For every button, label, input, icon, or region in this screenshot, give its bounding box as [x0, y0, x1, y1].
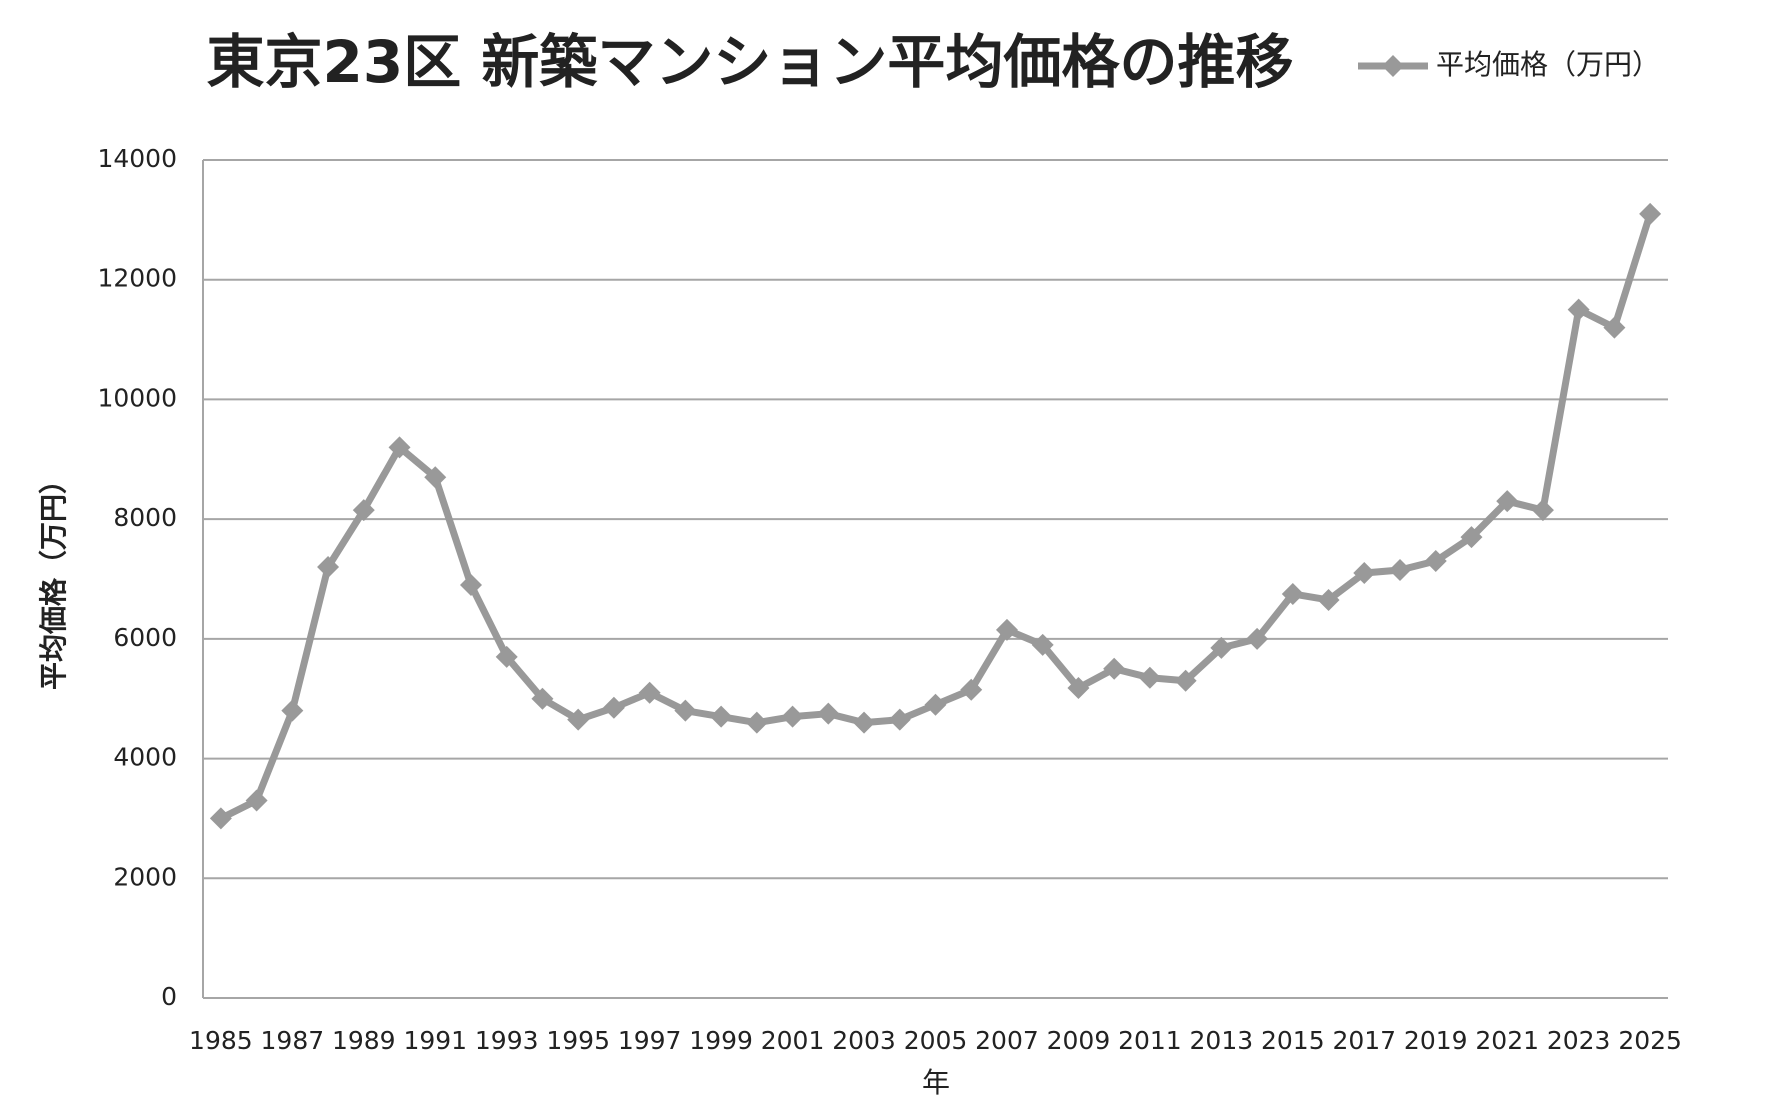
x-tick-label: 2009 — [1047, 1026, 1111, 1055]
point-marker — [1031, 633, 1054, 656]
point-marker — [745, 711, 768, 734]
x-tick-label: 2025 — [1618, 1026, 1682, 1055]
y-tick-label: 2000 — [113, 862, 177, 891]
x-axis-title: 年 — [922, 1066, 950, 1099]
y-tick-label: 10000 — [97, 383, 177, 412]
x-tick-label: 1997 — [618, 1026, 682, 1055]
point-marker — [567, 708, 590, 731]
legend-marker — [1382, 55, 1404, 77]
x-tick-label: 1999 — [689, 1026, 753, 1055]
point-marker — [459, 573, 482, 596]
point-marker — [1317, 588, 1340, 611]
point-marker — [602, 696, 625, 719]
point-marker — [495, 645, 518, 668]
x-tick-label: 2011 — [1118, 1026, 1182, 1055]
point-marker — [1460, 526, 1483, 549]
x-tick-label: 1987 — [261, 1026, 325, 1055]
point-marker — [995, 618, 1018, 641]
point-marker — [1174, 669, 1197, 692]
point-marker — [924, 693, 947, 716]
x-tick-label: 1995 — [546, 1026, 610, 1055]
x-tick-label: 2001 — [761, 1026, 825, 1055]
point-marker — [1067, 676, 1090, 699]
x-tick-label: 2013 — [1190, 1026, 1254, 1055]
point-marker — [960, 678, 983, 701]
point-marker — [281, 699, 304, 722]
y-tick-label: 4000 — [113, 743, 177, 772]
point-marker — [1567, 298, 1590, 321]
x-tick-label: 2005 — [904, 1026, 968, 1055]
y-tick-label: 14000 — [97, 144, 177, 173]
y-tick-label: 8000 — [113, 503, 177, 532]
x-tick-label: 1991 — [403, 1026, 467, 1055]
point-marker — [674, 699, 697, 722]
x-tick-label: 1989 — [332, 1026, 396, 1055]
x-tick-label: 2003 — [832, 1026, 896, 1055]
x-tick-label: 1985 — [189, 1026, 253, 1055]
point-marker — [1639, 202, 1662, 225]
point-marker — [424, 466, 447, 489]
point-marker — [317, 556, 340, 579]
x-tick-label: 2023 — [1547, 1026, 1611, 1055]
legend-label: 平均価格（万円） — [1436, 48, 1660, 81]
point-marker — [209, 807, 232, 830]
chart-title: 東京23区 新築マンション平均価格の推移 — [207, 28, 1294, 96]
point-marker — [1424, 550, 1447, 573]
point-marker — [638, 681, 661, 704]
point-marker — [1246, 627, 1269, 650]
x-tick-label: 2015 — [1261, 1026, 1325, 1055]
point-marker — [1210, 636, 1233, 659]
y-tick-label: 0 — [161, 982, 177, 1011]
point-marker — [1389, 559, 1412, 582]
point-marker — [781, 705, 804, 728]
point-marker — [1496, 490, 1519, 513]
y-axis-title: 平均価格（万円） — [37, 466, 70, 690]
point-marker — [710, 705, 733, 728]
x-tick-label: 2017 — [1332, 1026, 1396, 1055]
point-marker — [1103, 657, 1126, 680]
point-marker — [1531, 499, 1554, 522]
point-marker — [1281, 582, 1304, 605]
x-tick-label: 2019 — [1404, 1026, 1468, 1055]
point-marker — [352, 499, 375, 522]
point-marker — [1138, 666, 1161, 689]
series-line — [219, 212, 1654, 822]
point-marker — [388, 436, 411, 459]
point-marker — [888, 708, 911, 731]
point-marker — [531, 687, 554, 710]
point-marker — [245, 789, 268, 812]
x-tick-label: 2007 — [975, 1026, 1039, 1055]
point-marker — [853, 711, 876, 734]
y-tick-label: 12000 — [97, 264, 177, 293]
x-tick-label: 1993 — [475, 1026, 539, 1055]
y-tick-label: 6000 — [113, 623, 177, 652]
point-marker — [1353, 562, 1376, 585]
point-marker — [1603, 316, 1626, 339]
point-marker — [817, 702, 840, 725]
x-tick-label: 2021 — [1475, 1026, 1539, 1055]
